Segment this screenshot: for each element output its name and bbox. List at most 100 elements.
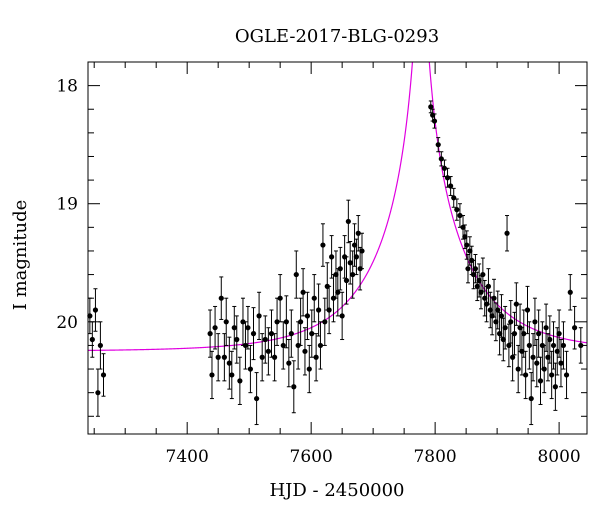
data-point [350,250,356,299]
data-marker [95,390,101,396]
data-point [485,268,492,305]
data-marker [280,342,286,349]
data-marker [480,271,486,278]
data-point [347,241,353,285]
data-point [87,297,93,335]
data-marker [215,354,221,360]
data-point [457,203,463,228]
data-marker [87,313,93,319]
data-point [345,199,351,244]
data-marker [345,218,351,225]
data-point [526,321,532,370]
data-point [493,302,499,342]
data-point [262,315,268,364]
data-marker [333,271,339,278]
data-marker [563,372,570,378]
data-marker [317,342,324,349]
data-point [231,305,237,350]
data-point [470,259,477,290]
data-marker [339,313,345,319]
data-point [530,333,536,382]
data-point [339,291,345,341]
data-marker [271,354,278,360]
data-point [304,291,311,341]
data-point [448,176,454,196]
data-point [265,327,271,376]
data-marker [315,307,322,313]
data-marker [485,283,492,289]
data-point [250,307,257,361]
data-point [218,276,224,320]
data-marker [298,319,304,325]
data-point [498,294,505,338]
data-marker [502,325,508,331]
data-point [451,187,457,208]
data-marker [444,175,451,181]
data-marker [431,118,438,124]
data-marker [523,372,529,378]
data-marker [510,354,516,360]
data-marker [256,313,262,319]
data-marker [482,295,488,301]
data-point [237,356,243,405]
data-marker [556,331,562,337]
data-marker [330,295,337,301]
data-marker [337,266,343,272]
data-marker [311,295,317,301]
data-marker [541,366,547,372]
data-marker [549,372,555,378]
data-point [311,274,317,323]
data-point [474,271,480,302]
data-point [309,309,315,358]
data-marker [283,319,289,325]
data-point [256,291,262,341]
data-point [333,250,339,299]
data-point [247,344,254,394]
x-tick-label: 8000 [537,447,580,467]
data-point [554,327,560,376]
axis-ticks [88,62,587,434]
data-marker [537,378,544,384]
data-marker [457,212,463,219]
data-point [254,372,260,426]
data-marker [347,260,353,266]
data-marker [212,325,218,331]
data-point [330,274,337,323]
data-marker [309,331,315,337]
data-point [524,285,531,335]
data-marker [326,307,332,313]
data-marker [350,271,356,278]
data-point [326,285,332,335]
data-marker [231,325,237,331]
data-marker [100,372,107,378]
data-marker [207,331,213,337]
data-point [291,360,297,414]
data-point [215,333,221,382]
data-marker [519,348,525,354]
data-marker [500,336,506,343]
data-marker [532,319,538,325]
data-point [552,362,558,411]
data-point [543,303,549,352]
data-point [229,350,235,400]
data-point [495,290,501,330]
data-point [271,333,278,382]
data-marker [536,331,542,337]
data-marker [521,331,527,337]
data-point [100,353,107,397]
plot-frame [87,61,588,435]
data-point [320,223,326,267]
data-marker [465,266,471,272]
data-point [89,321,95,358]
data-marker [313,354,319,360]
data-marker [320,242,326,248]
data-marker [288,331,294,337]
data-marker [355,230,361,236]
data-point [274,297,280,346]
data-marker [259,354,265,360]
data-point [351,223,358,267]
data-marker [508,319,514,325]
data-point [207,309,213,358]
data-marker [304,313,311,319]
data-point [431,113,438,129]
